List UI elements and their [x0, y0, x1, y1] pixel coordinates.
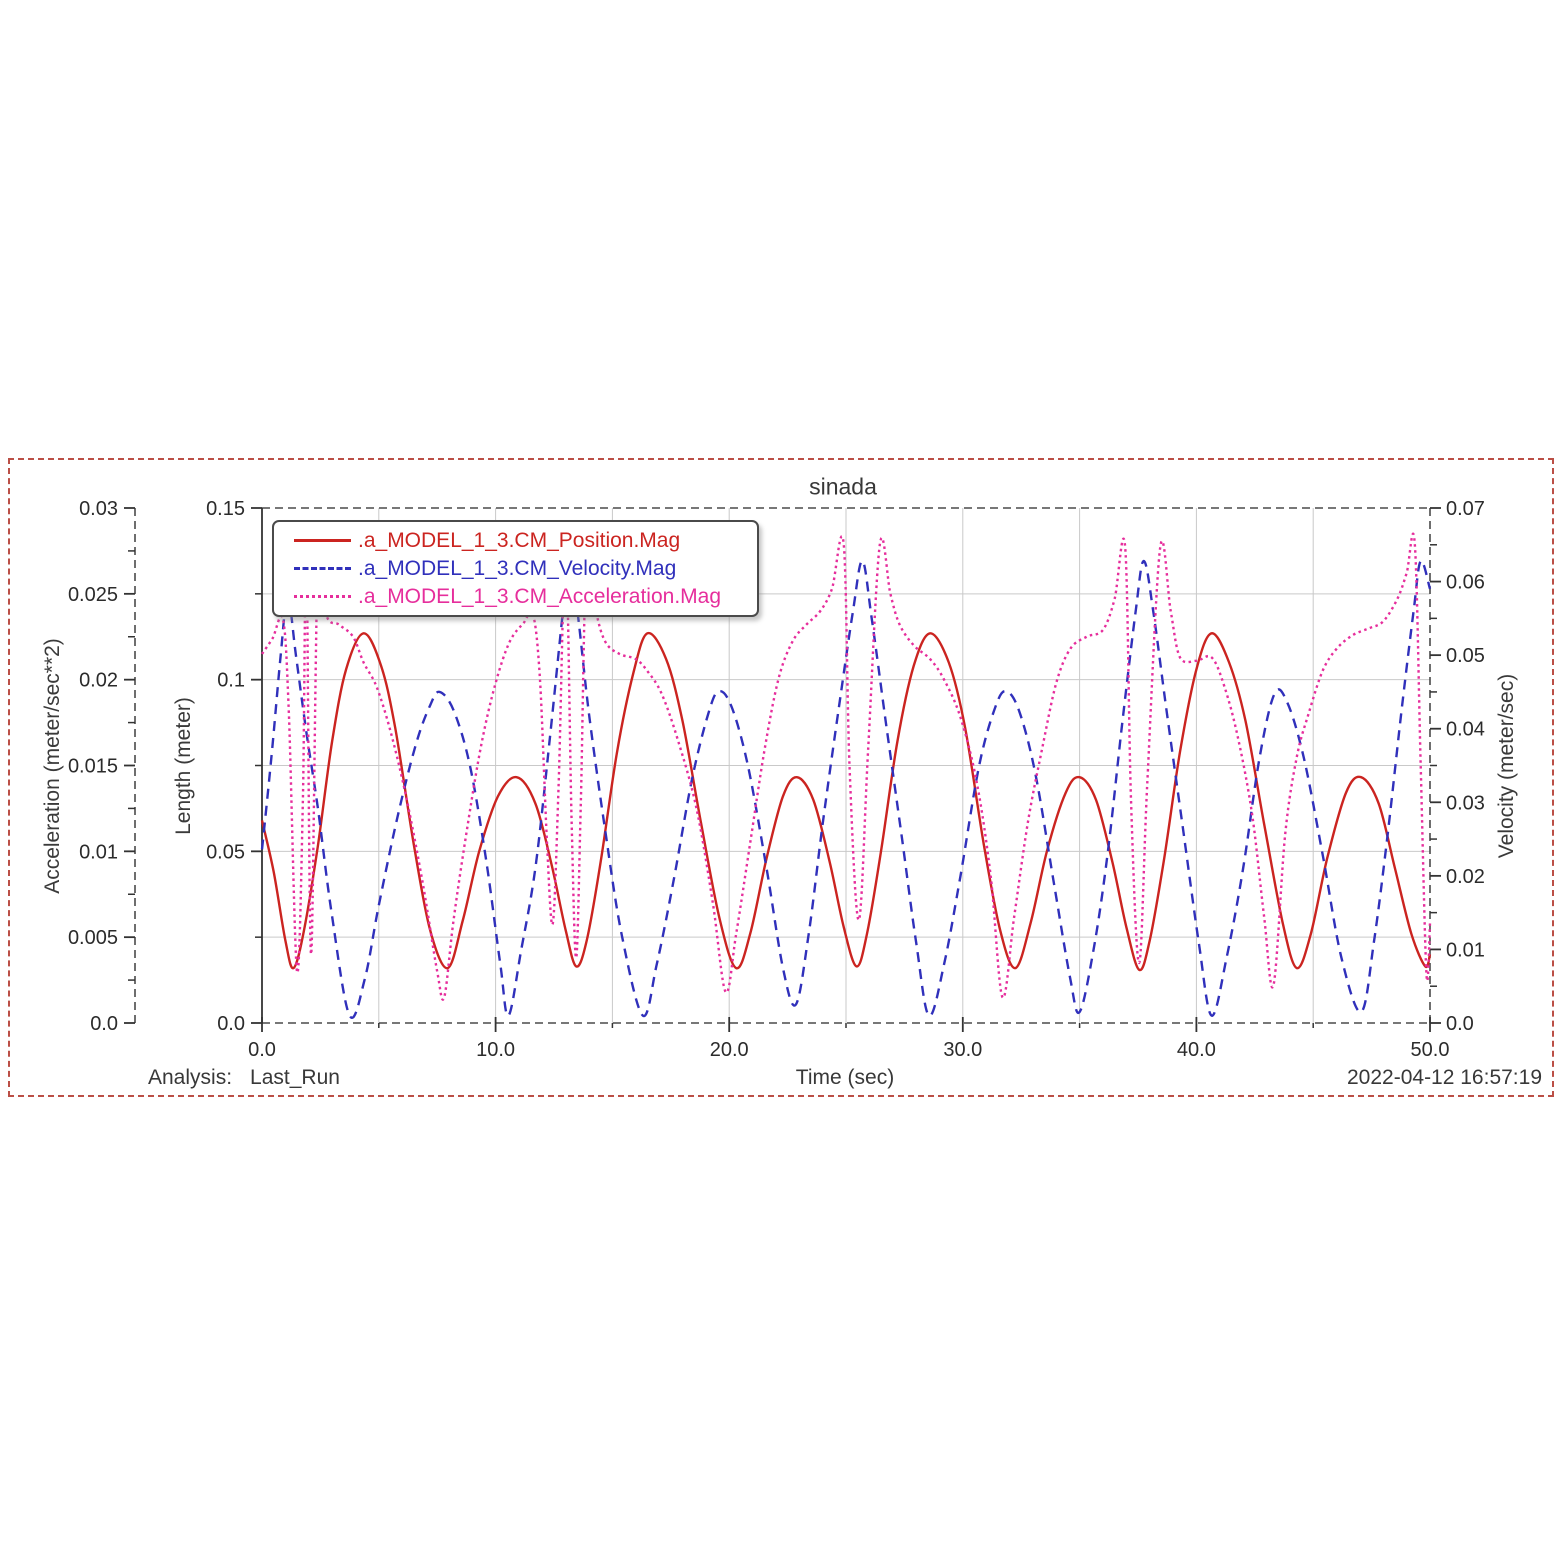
svg-text:0.06: 0.06	[1446, 572, 1485, 594]
chart-outer-border	[8, 458, 1554, 1097]
velocity-axis: 0.07 0.06 0.05 0.04 0.03 0.02 0.01 0.0	[1430, 498, 1485, 1035]
series-length	[260, 631, 1432, 972]
svg-text:0.05: 0.05	[1446, 645, 1485, 667]
acceleration-axis: 0.03 0.025 0.02 0.015 0.01 0.005 0.0	[68, 498, 135, 1035]
svg-text:0.0: 0.0	[248, 1039, 276, 1061]
legend-item-velocity: .a_MODEL_1_3.CM_Velocity.Mag	[294, 555, 757, 583]
svg-text:0.005: 0.005	[68, 927, 118, 949]
length-axis: 0.15 0.1 0.05 0.0	[206, 498, 262, 1035]
svg-text:0.07: 0.07	[1446, 498, 1485, 520]
svg-text:0.02: 0.02	[1446, 866, 1485, 888]
svg-text:0.01: 0.01	[79, 841, 118, 863]
svg-text:0.015: 0.015	[68, 756, 118, 778]
footer-timestamp: 2022-04-12 16:57:19	[1347, 1066, 1542, 1089]
legend-label: .a_MODEL_1_3.CM_Velocity.Mag	[358, 556, 677, 580]
legend-label: .a_MODEL_1_3.CM_Acceleration.Mag	[358, 584, 722, 608]
svg-text:0.03: 0.03	[79, 498, 118, 520]
footer-analysis: Analysis: Last_Run	[148, 1066, 340, 1090]
svg-text:50.0: 50.0	[1411, 1039, 1450, 1061]
velocity-axis-title: Velocity (meter/sec)	[1495, 673, 1518, 859]
svg-text:10.0: 10.0	[476, 1039, 515, 1061]
acceleration-axis-title: Acceleration (meter/sec**2)	[41, 638, 64, 894]
analysis-value: Last_Run	[250, 1066, 340, 1089]
legend-item-position: .a_MODEL_1_3.CM_Position.Mag	[294, 527, 757, 555]
x-axis-title: Time (sec)	[795, 1066, 895, 1089]
length-axis-title: Length (meter)	[172, 697, 195, 835]
svg-text:0.025: 0.025	[68, 584, 118, 606]
position-line-swatch	[294, 539, 351, 542]
svg-text:0.15: 0.15	[206, 498, 245, 520]
svg-text:0.0: 0.0	[90, 1013, 118, 1035]
velocity-line-swatch	[294, 567, 351, 570]
chart-title: sinada	[809, 473, 877, 500]
x-axis: 0.0 10.0 20.0 30.0 40.0 50.0	[248, 1017, 1449, 1061]
svg-text:0.04: 0.04	[1446, 719, 1485, 741]
gridlines	[262, 508, 1430, 1023]
svg-text:0.05: 0.05	[206, 841, 245, 863]
svg-text:20.0: 20.0	[710, 1039, 749, 1061]
svg-text:0.0: 0.0	[217, 1013, 245, 1035]
svg-text:0.1: 0.1	[217, 670, 245, 692]
legend-item-acceleration: .a_MODEL_1_3.CM_Acceleration.Mag	[294, 583, 757, 611]
svg-text:0.0: 0.0	[1446, 1013, 1474, 1035]
series-acceleration	[261, 531, 1432, 1001]
legend: .a_MODEL_1_3.CM_Position.Mag .a_MODEL_1_…	[272, 520, 759, 617]
svg-text:0.01: 0.01	[1446, 939, 1485, 961]
svg-text:40.0: 40.0	[1177, 1039, 1216, 1061]
svg-text:0.02: 0.02	[79, 670, 118, 692]
analysis-label: Analysis:	[148, 1066, 233, 1089]
acceleration-line-swatch	[294, 595, 351, 598]
legend-label: .a_MODEL_1_3.CM_Position.Mag	[358, 528, 681, 552]
svg-text:30.0: 30.0	[943, 1039, 982, 1061]
svg-text:0.03: 0.03	[1446, 792, 1485, 814]
